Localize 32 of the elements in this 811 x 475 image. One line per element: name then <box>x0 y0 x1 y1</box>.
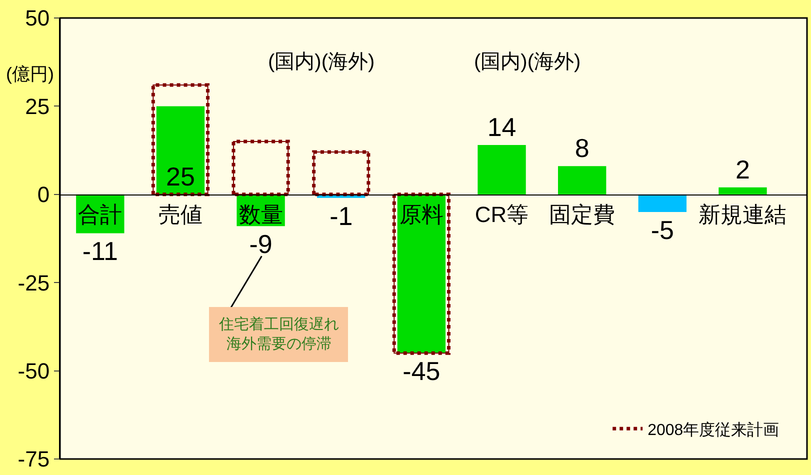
y-tick-label: 25 <box>25 94 50 119</box>
data-label: -5 <box>650 215 674 246</box>
x-tick-label: 数量 <box>238 202 283 227</box>
x-tick-label: 合計 <box>78 202 122 227</box>
y-tick-label: -50 <box>18 358 50 384</box>
annotation: (国内)(海外) <box>268 51 375 73</box>
data-label: -9 <box>249 229 272 260</box>
legend-label: 2008年度従来計画 <box>648 420 780 439</box>
y-tick-label: -75 <box>18 446 50 472</box>
bar <box>478 145 526 194</box>
x-tick-label: CR等 <box>474 202 529 227</box>
data-label: -45 <box>402 356 440 386</box>
y-tick-label: -25 <box>18 270 50 296</box>
y-tick-label: 0 <box>37 182 50 208</box>
bar <box>558 166 606 194</box>
bar <box>156 106 205 194</box>
data-label: -1 <box>330 200 353 231</box>
x-tick-label: 新規連結 <box>698 202 787 227</box>
annotation: 住宅着工回復遅れ海外需要の停滞 <box>218 316 339 352</box>
data-label: 8 <box>574 133 590 164</box>
data-label: 14 <box>487 112 516 142</box>
data-label: 2 <box>736 154 750 184</box>
bar <box>718 187 767 194</box>
data-label: -11 <box>82 236 118 266</box>
y-tick-label: 50 <box>25 6 50 31</box>
y-axis-title: (億円) <box>6 64 54 84</box>
x-tick-label: 固定費 <box>549 202 616 227</box>
data-label: 25 <box>166 161 195 192</box>
annotation: (国内)(海外) <box>474 51 581 73</box>
x-tick-label: 売値 <box>158 202 202 227</box>
x-tick-label: 原料 <box>399 202 444 227</box>
bar <box>638 194 687 212</box>
